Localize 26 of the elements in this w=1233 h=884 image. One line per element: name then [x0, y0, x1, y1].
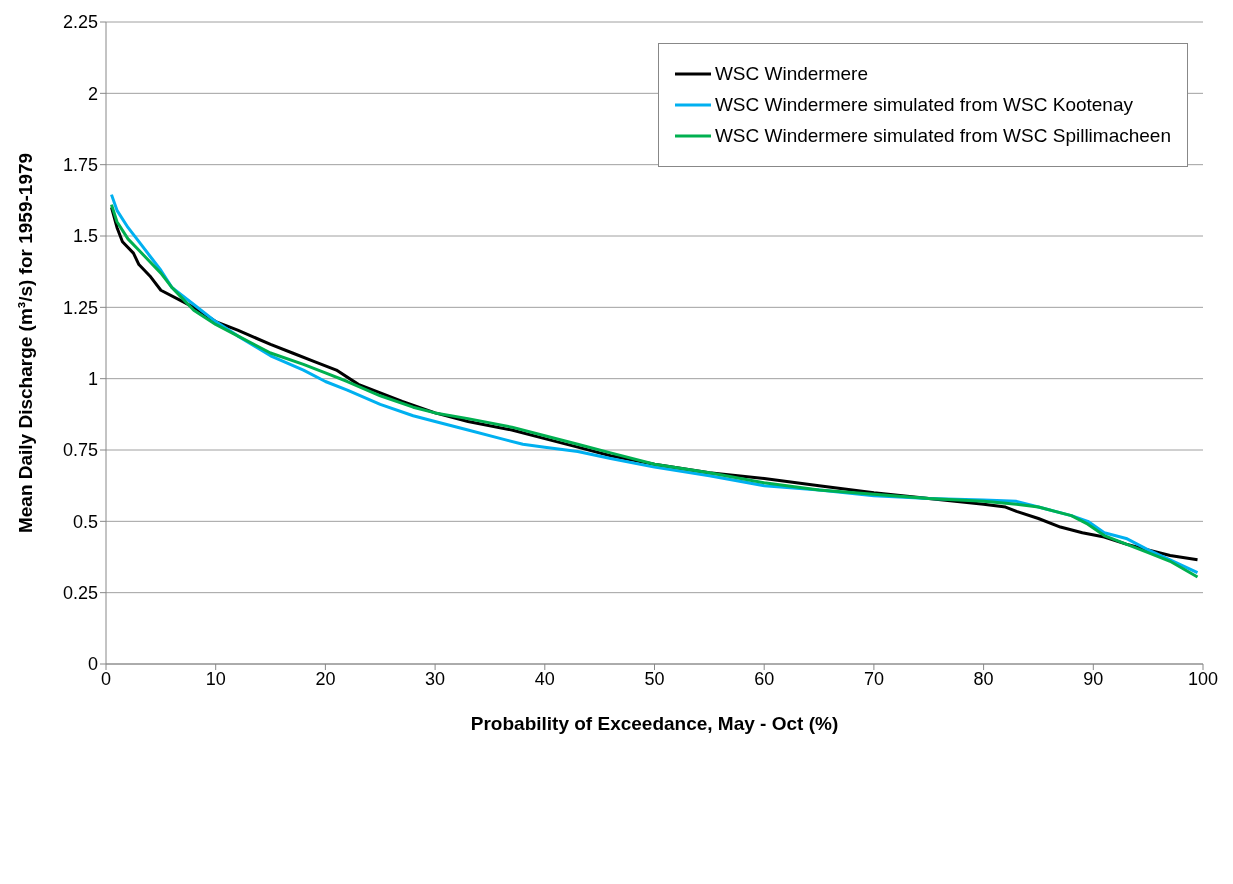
x-tick-label: 10	[205, 668, 226, 689]
x-tick-label: 40	[534, 668, 555, 689]
x-tick-label: 30	[425, 668, 446, 689]
x-tick-label: 80	[973, 668, 994, 689]
legend-label: WSC Windermere simulated from WSC Kootenay	[714, 94, 1133, 116]
y-tick-label: 0	[87, 654, 98, 675]
y-tick-label: 0.75	[62, 440, 98, 461]
x-tick-label: 90	[1083, 668, 1104, 689]
y-tick-label: 2.25	[62, 12, 98, 33]
y-tick-label: 0.5	[72, 511, 98, 532]
x-tick-label: 0	[100, 668, 112, 689]
y-tick-label: 1.5	[72, 226, 98, 247]
legend-label: WSC Windermere simulated from WSC Spillimacheen	[714, 125, 1171, 147]
x-tick-label: 70	[863, 668, 884, 689]
x-tick-label: 60	[754, 668, 775, 689]
y-axis-title: Mean Daily Discharge (m³/s) for 1959-1979	[15, 152, 36, 534]
y-tick-label: 1.75	[62, 155, 98, 176]
x-tick-label: 20	[315, 668, 336, 689]
x-axis-title: Probability of Exceedance, May - Oct (%)	[470, 713, 839, 734]
y-tick-label: 1	[87, 369, 98, 390]
y-tick-label: 2	[87, 83, 98, 104]
x-tick-label: 100	[1187, 668, 1219, 689]
legend-label: WSC Windermere	[714, 63, 868, 85]
x-tick-label: 50	[644, 668, 665, 689]
y-tick-label: 0.25	[62, 583, 98, 604]
y-tick-label: 1.25	[62, 297, 98, 318]
